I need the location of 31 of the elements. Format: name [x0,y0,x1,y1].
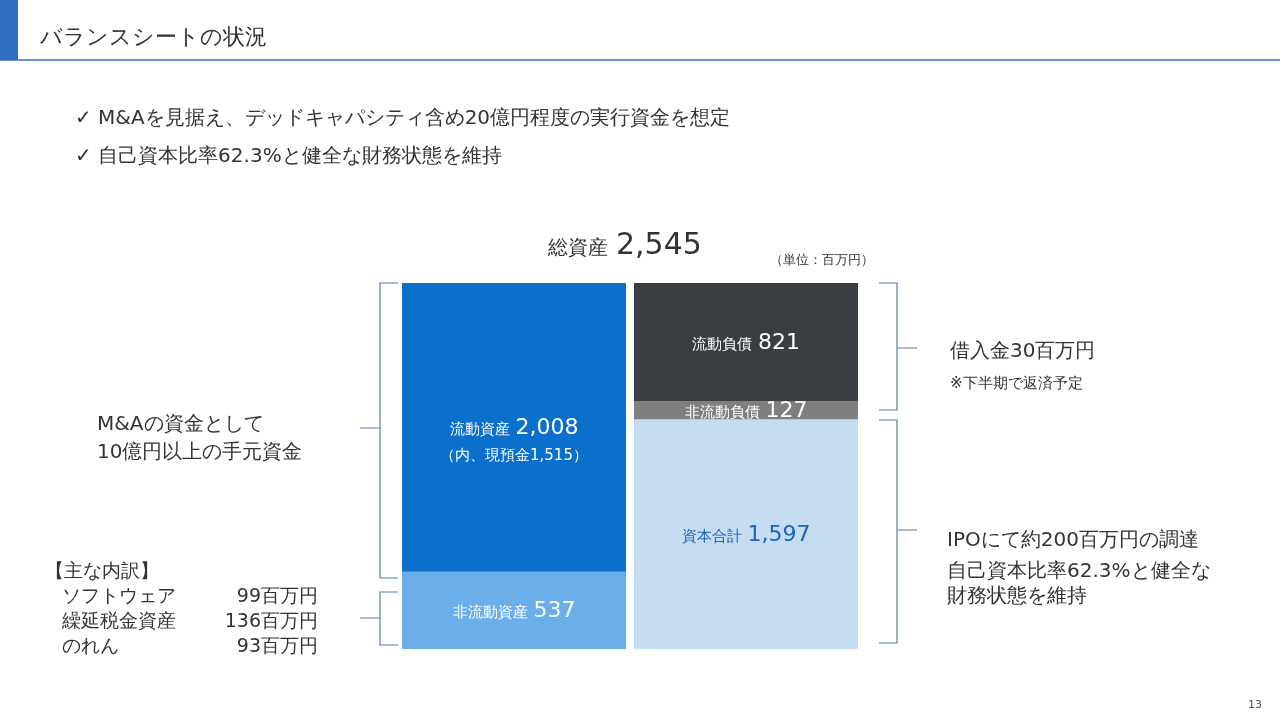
text: 99百万円 [236,584,318,606]
series-label: 非流動資産 [452,603,528,622]
text: のれん [62,634,119,656]
text: ソフトウェア [62,584,176,606]
data-label: 1,597 [747,521,811,547]
data-label: 127 [765,397,808,423]
text: 繰延税金資産 [61,609,176,631]
text: 借入金30百万円 [950,338,1096,362]
text: ※下半期で返済予定 [950,374,1083,392]
text: M&Aの資金として [97,411,264,435]
text: ✓ M&Aを見据え、デッドキャパシティ含め20億円程度の実行資金を想定 [75,105,731,129]
data-label: 2,008 [515,414,579,440]
data-label: 537 [533,597,576,623]
text: 13 [1248,698,1262,711]
series-label: 非流動負債 [684,403,760,422]
text: （単位：百万円） [770,252,874,267]
data-label: 821 [758,329,800,355]
text: 財務状態を維持 [947,583,1087,607]
text: ✓ 自己資本比率62.3%と健全な財務状態を維持 [75,143,502,167]
series-label: 流動資産 [449,420,510,439]
series-label: 資本合計 [681,527,742,546]
text: 136百万円 [224,609,318,631]
text: IPOにて約200百万円の調達 [947,527,1199,551]
annotation: （内、現預金1,515） [440,446,588,464]
text: バランスシートの状況 [39,24,267,49]
text: 自己資本比率62.3%と健全な [947,558,1211,582]
series-label: 流動負債 [692,335,752,354]
text: 総資産 2,545 [547,226,702,261]
text: 10億円以上の手元資金 [97,439,303,463]
text: 【主な内訳】 [45,559,159,581]
text: 93百万円 [236,634,318,656]
